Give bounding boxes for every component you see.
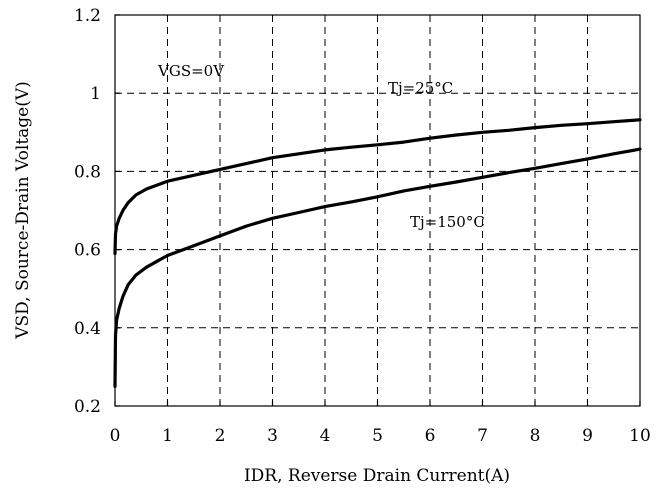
x-tick-label: 1: [162, 426, 173, 446]
x-tick-label: 10: [629, 426, 651, 446]
grid: [115, 15, 640, 406]
x-tick-label: 9: [582, 426, 593, 446]
x-tick-label: 2: [215, 426, 226, 446]
curves: [113, 118, 642, 388]
y-tick-label: 0.6: [74, 241, 101, 261]
x-tick-label: 6: [425, 426, 436, 446]
y-tick-label: 1: [90, 84, 101, 104]
y-tick-labels: 0.2 0.4 0.6 0.8 1 1.2: [74, 6, 101, 417]
y-tick-label: 0.2: [74, 397, 101, 417]
y-tick-label: 0.8: [74, 162, 101, 182]
series-line-tj25: [113, 118, 642, 256]
y-tick-label: 0.4: [74, 319, 101, 339]
y-axis-label: VSD, Source-Drain Voltage(V): [13, 81, 33, 340]
y-tick-label: 1.2: [74, 6, 101, 26]
x-tick-label: 3: [267, 426, 278, 446]
x-tick-label: 8: [530, 426, 541, 446]
x-tick-label: 7: [477, 426, 488, 446]
tj150-annotation: Tj=150°C: [410, 213, 485, 231]
x-tick-label: 5: [372, 426, 383, 446]
vgs-annotation: VGS=0V: [157, 62, 225, 80]
series-line-tj150: [113, 147, 642, 388]
x-tick-label: 0: [110, 426, 121, 446]
x-axis-label: IDR, Reverse Drain Current(A): [244, 466, 510, 486]
tj25-annotation: Tj=25°C: [388, 79, 453, 97]
x-tick-label: 4: [320, 426, 331, 446]
x-tick-labels: 0 1 2 3 4 5 6 7 8 9 10: [110, 426, 651, 446]
